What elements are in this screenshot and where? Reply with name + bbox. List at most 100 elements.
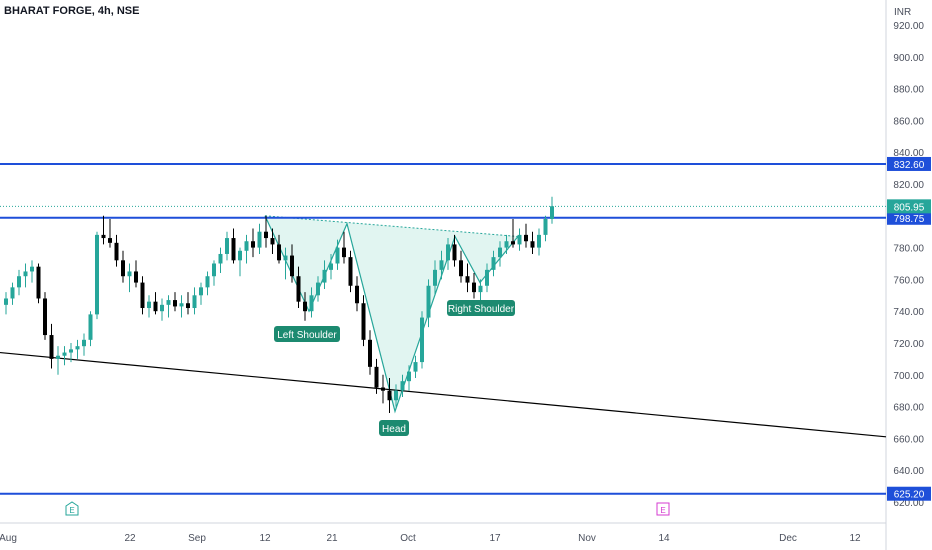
candle-body (56, 355, 60, 359)
candle (244, 234, 249, 264)
x-tick-label: 12 (259, 533, 271, 544)
candle (543, 215, 548, 242)
candle (459, 250, 463, 283)
candle-body (75, 346, 80, 350)
candle (361, 295, 366, 347)
candle-body (270, 238, 275, 245)
candle-body (17, 276, 21, 288)
currency-label: INR (894, 7, 911, 18)
y-tick-label: 920.00 (893, 21, 924, 32)
x-tick-label: Oct (400, 533, 416, 544)
candle (23, 263, 28, 288)
candle (511, 218, 515, 248)
level-price-text: 832.60 (894, 160, 925, 171)
candle (374, 358, 379, 394)
candle (517, 228, 522, 251)
candle-body (69, 349, 73, 353)
candle (420, 311, 424, 369)
earnings-event-icon[interactable]: E (656, 502, 670, 516)
candle (160, 298, 164, 321)
candle (433, 260, 437, 296)
level-price-text: 625.20 (894, 490, 925, 501)
candle (348, 250, 353, 293)
candle (75, 339, 80, 359)
candle (166, 295, 171, 318)
candle (446, 238, 450, 270)
candle-body (160, 304, 164, 312)
candle-body (290, 255, 294, 277)
y-tick-label: 700.00 (893, 371, 924, 382)
candle (355, 276, 359, 312)
candle-body (446, 244, 450, 261)
candle (140, 276, 145, 315)
candle-body (329, 263, 333, 270)
candle (537, 228, 541, 256)
candle-body (368, 339, 372, 367)
candle-body (264, 231, 268, 239)
candle-body (62, 352, 67, 356)
x-tick-label: 21 (326, 533, 338, 544)
candle (218, 247, 223, 274)
x-tick-label: 14 (658, 533, 670, 544)
candle-body (511, 241, 515, 245)
event-marker-shape (65, 501, 79, 516)
candle (231, 228, 236, 264)
pattern-label-text: Head (382, 424, 406, 435)
last-price-text: 805.95 (894, 202, 925, 213)
candle-body (550, 206, 554, 219)
y-tick-label: 760.00 (893, 275, 924, 286)
candle-body (335, 247, 340, 264)
candle-body (309, 295, 314, 312)
candle (316, 276, 320, 302)
candle (478, 279, 483, 302)
y-tick-label: 720.00 (893, 339, 924, 350)
candle (368, 330, 372, 375)
candle-body (322, 269, 327, 283)
earnings-event-icon[interactable]: E (65, 501, 79, 516)
candle-body (342, 247, 346, 258)
candle-body (153, 301, 158, 312)
candle-body (504, 241, 509, 248)
candle-body (491, 257, 496, 270)
candle (270, 228, 275, 254)
candle-body (400, 381, 405, 391)
candle-body (166, 300, 171, 305)
pattern-label-bg (274, 326, 340, 342)
candle (381, 374, 385, 404)
candle (179, 295, 184, 318)
candle (322, 260, 327, 289)
candle-body (498, 247, 502, 258)
candle-body (407, 371, 411, 382)
candle-body (459, 260, 463, 277)
candle-body (387, 390, 392, 401)
candle (283, 247, 288, 280)
price-badges: 832.60 798.75 625.20 805.95 (887, 156, 931, 501)
candle-body (108, 238, 112, 243)
x-tick-label: 22 (124, 533, 136, 544)
candle (550, 196, 554, 224)
level-price-badge (887, 486, 931, 501)
pattern-label-text: Right Shoulder (448, 304, 515, 315)
candle-body (179, 303, 184, 307)
candle (465, 263, 470, 293)
price-axis-panel (886, 0, 932, 550)
candle-body (374, 366, 379, 388)
x-tick-label: Aug (0, 533, 17, 544)
candle (127, 263, 132, 293)
candle (426, 279, 431, 328)
y-tick-label: 620.00 (893, 498, 924, 509)
candle-body (465, 276, 470, 283)
candle-body (199, 287, 203, 296)
x-tick-label: Sep (188, 533, 206, 544)
candle-body (420, 317, 424, 363)
candle-body (433, 269, 437, 286)
candle-body (394, 390, 398, 401)
candle (192, 287, 197, 315)
candle-body (251, 241, 255, 248)
level-price-badge (887, 210, 931, 225)
candle (121, 250, 125, 283)
pattern-label: Head (379, 420, 409, 436)
candle (400, 374, 405, 398)
